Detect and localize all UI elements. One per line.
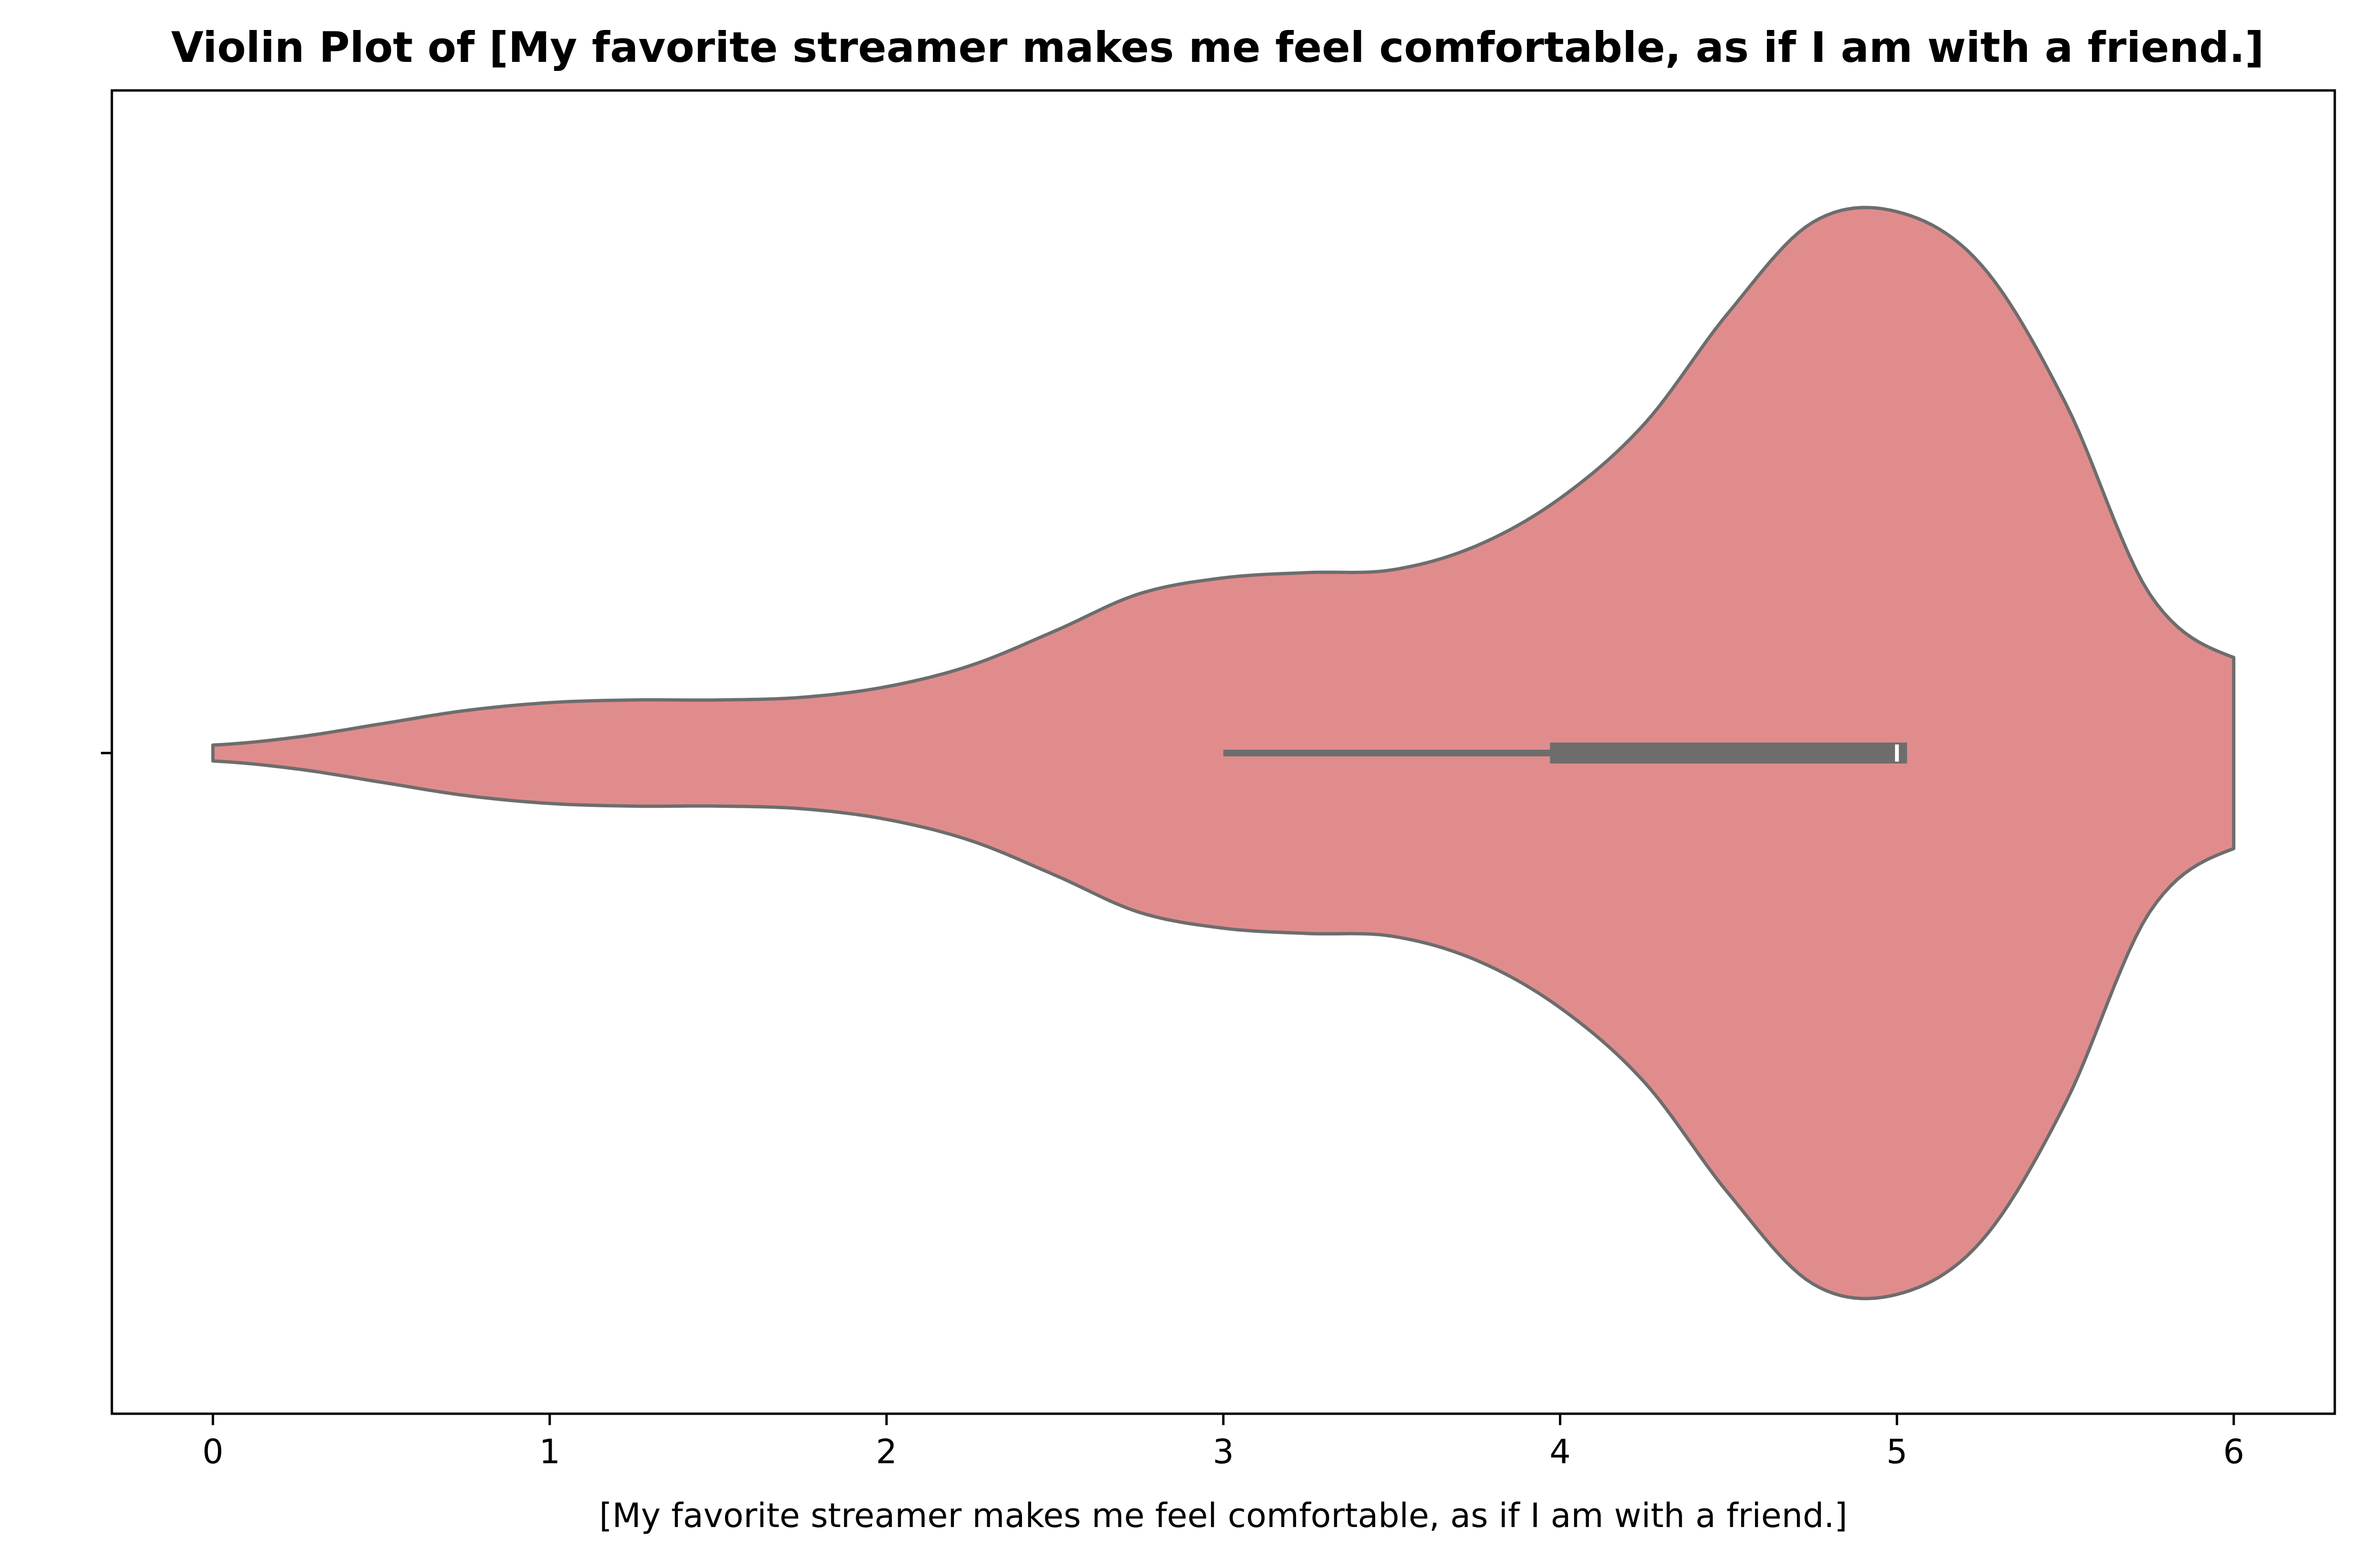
violin-median [1895,744,1899,762]
plot-area [211,206,2236,1300]
x-tick-label: 2 [876,1432,897,1471]
x-tick-label: 3 [1213,1432,1234,1471]
x-tick-label: 5 [1886,1432,1908,1471]
x-tick-label: 4 [1549,1432,1571,1471]
x-tick-label: 0 [202,1432,224,1471]
x-axis-label: [My favorite streamer makes me feel comf… [599,1496,1847,1535]
chart-title: Violin Plot of [My favorite streamer mak… [171,23,2264,72]
x-tick-label: 1 [539,1432,561,1471]
x-tick-label: 6 [2223,1432,2244,1471]
violin-iqr-box [1550,743,1907,764]
x-axis: 0 1 2 3 4 5 6 [202,1414,2244,1471]
